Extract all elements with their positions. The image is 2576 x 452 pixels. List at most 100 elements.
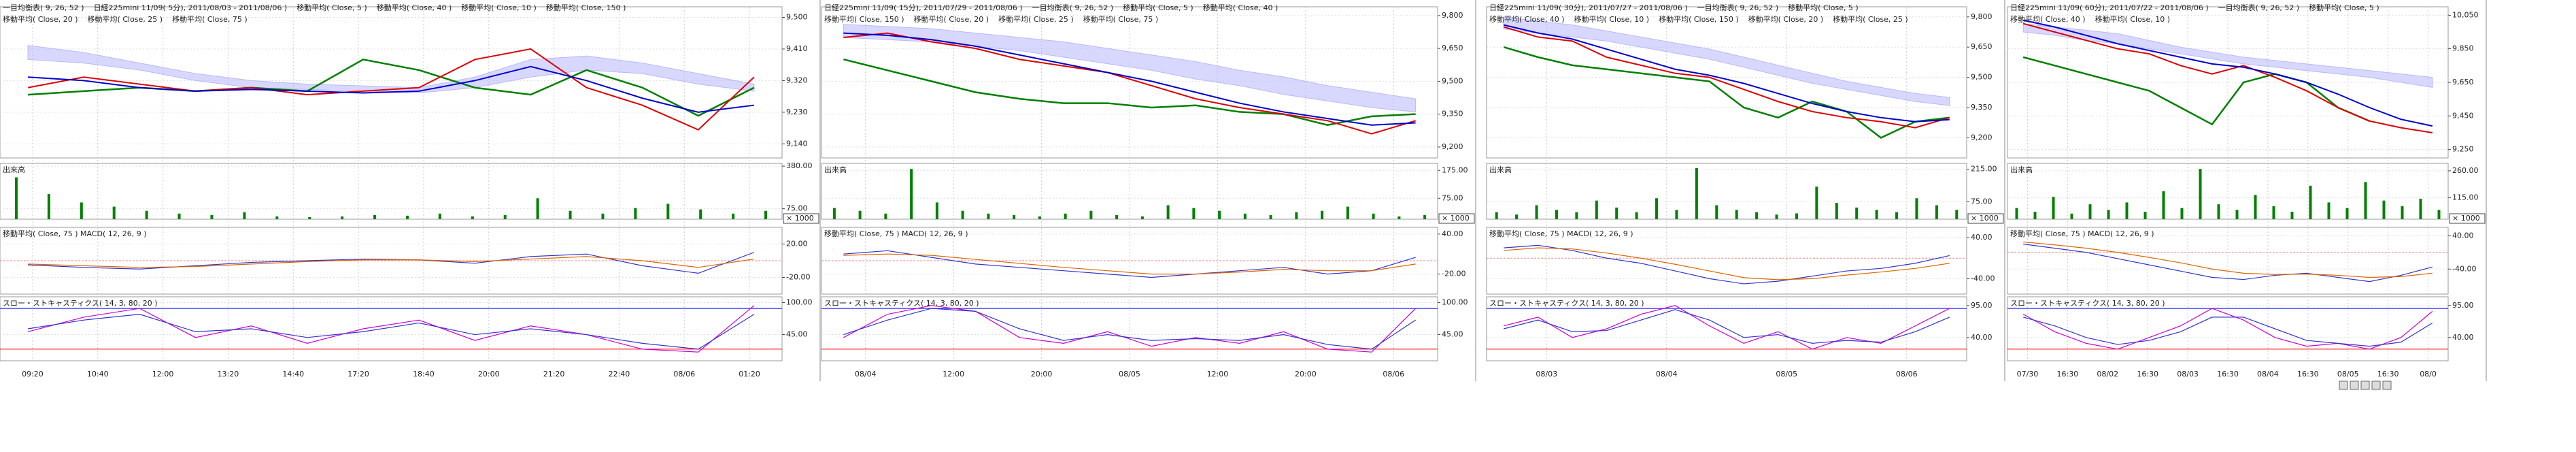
- volume-bar: [48, 194, 50, 219]
- x-tick-label: 20:00: [1031, 370, 1053, 378]
- volume-bar: [1615, 208, 1618, 219]
- volume-bar: [1915, 198, 1918, 219]
- y-tick-label: 260.00: [2452, 166, 2479, 175]
- volume-bar: [439, 214, 441, 219]
- volume-bar: [2126, 202, 2129, 219]
- volume-bar: [1423, 215, 1426, 219]
- y-tick-label: 75.00: [786, 204, 808, 213]
- x-tick-label: 08/04: [855, 370, 877, 378]
- volume-bar: [1244, 214, 1247, 219]
- volume-bar: [275, 216, 278, 219]
- y-tick-label: 20.00: [786, 240, 808, 248]
- x-tick-label: 14:40: [282, 370, 304, 378]
- volume-bar: [699, 210, 702, 219]
- volume-bar: [884, 214, 887, 219]
- volume-bar: [1321, 211, 1323, 219]
- volume-bar: [1064, 214, 1067, 219]
- pane-label: 移動平均( Close, 75 ) MACD( 12, 26, 9 ): [824, 229, 968, 238]
- x-tick-label: 08/06: [1383, 370, 1404, 378]
- volume-bar: [2218, 204, 2220, 219]
- volume-bar: [15, 178, 18, 220]
- y-tick-label: 40.00: [2452, 333, 2474, 342]
- legend-entry: 一目均衡表( 9, 26, 52 ): [1697, 3, 1779, 12]
- legend-entry: 移動平均( Close, 10 ): [2095, 14, 2171, 24]
- volume-bar: [1655, 198, 1658, 219]
- unit-label: × 1000: [786, 214, 814, 223]
- y-tick-label: 45.00: [786, 330, 808, 339]
- volume-bar: [764, 211, 767, 219]
- y-tick-label: 75.00: [1971, 197, 1993, 206]
- legend-entry: 移動平均( Close, 10 ): [1574, 14, 1650, 24]
- x-tick-label: 08/03: [1536, 370, 1557, 378]
- y-tick-label: 9,230: [786, 108, 808, 116]
- y-tick-label: -40.00: [2452, 264, 2476, 273]
- volume-bar: [243, 212, 245, 219]
- volume-bar: [1270, 215, 1272, 219]
- toolbar-button[interactable]: [2339, 381, 2348, 389]
- volume-bar: [1695, 168, 1698, 219]
- volume-bar: [2071, 214, 2073, 219]
- legend-entry: 移動平均( Close, 5 ): [296, 3, 367, 12]
- volume-bar: [1536, 206, 1538, 220]
- x-tick-label: 07/30: [2017, 370, 2039, 378]
- x-tick-label: 08/04: [1656, 370, 1678, 378]
- x-tick-label: 17:20: [348, 370, 369, 378]
- legend-entry: 移動平均( Close, 40 ): [2010, 14, 2086, 24]
- pane-label: 移動平均( Close, 75 ) MACD( 12, 26, 9 ): [2010, 229, 2154, 238]
- volume-bar: [1397, 216, 1400, 219]
- x-tick-label: 09:20: [22, 370, 44, 378]
- volume-bar: [210, 215, 213, 219]
- legend-entry: 一目均衡表( 9, 26, 52 ): [3, 3, 84, 12]
- volume-bar: [1595, 201, 1598, 219]
- y-tick-label: 9,500: [786, 12, 808, 21]
- volume-bar: [1495, 212, 1498, 219]
- volume-bar: [1675, 210, 1678, 219]
- volume-bar: [1735, 210, 1738, 219]
- legend-entry: 移動平均( Close, 25 ): [998, 14, 1074, 24]
- toolbar-button[interactable]: [2372, 381, 2380, 389]
- legend-entry: 移動平均( Close, 150 ): [824, 14, 904, 24]
- volume-bar: [178, 214, 181, 219]
- volume-bar: [2420, 199, 2422, 219]
- pane-label: 出来高: [2010, 165, 2033, 174]
- toolbar-button[interactable]: [2350, 381, 2358, 389]
- y-tick-label: -20.00: [786, 273, 810, 282]
- legend-entry: 移動平均( Close, 10 ): [461, 3, 537, 12]
- legend-entry: 移動平均( Close, 25 ): [1833, 14, 1908, 24]
- y-tick-label: 40.00: [2452, 231, 2474, 240]
- volume-bar: [1935, 206, 1938, 220]
- volume-bar: [1715, 206, 1718, 220]
- legend-entry: 一目均衡表( 9, 26, 52 ): [1032, 3, 1114, 12]
- legend-entry: 移動平均( Close, 40 ): [1203, 3, 1278, 12]
- x-tick-label: 08/03: [2177, 370, 2199, 378]
- volume-bar: [1835, 203, 1838, 219]
- toolbar-button[interactable]: [2361, 381, 2369, 389]
- x-tick-label: 08/0: [2420, 370, 2437, 378]
- volume-bar: [113, 207, 116, 219]
- volume-bar: [1555, 210, 1558, 219]
- legend-entry: 移動平均( Close, 20 ): [1748, 14, 1824, 24]
- legend-entry: 移動平均( Close, 20 ): [914, 14, 989, 24]
- volume-bar: [569, 211, 572, 219]
- volume-bar: [2438, 210, 2441, 219]
- volume-bar: [1013, 215, 1015, 219]
- y-tick-label: 9,350: [1971, 103, 1993, 112]
- volume-bar: [2034, 212, 2037, 219]
- y-tick-label: 9,250: [2452, 145, 2474, 154]
- volume-bar: [2016, 208, 2018, 219]
- volume-bar: [1295, 212, 1298, 219]
- toolbar-button[interactable]: [2383, 381, 2391, 389]
- y-tick-label: 215.00: [1971, 165, 1997, 174]
- x-tick-label: 12:00: [1207, 370, 1229, 378]
- pane-label: 出来高: [824, 165, 847, 174]
- volume-bar: [601, 214, 604, 219]
- y-tick-label: 9,650: [1971, 42, 1993, 51]
- volume-bar: [341, 216, 343, 219]
- x-tick-label: 16:30: [2377, 370, 2399, 378]
- y-tick-label: 10,050: [2452, 10, 2479, 19]
- x-tick-label: 16:30: [2297, 370, 2319, 378]
- legend-entry: 日経225mini 11/09( 60分), 2011/07/22 - 2011…: [2010, 3, 2209, 12]
- x-tick-label: 12:00: [943, 370, 964, 378]
